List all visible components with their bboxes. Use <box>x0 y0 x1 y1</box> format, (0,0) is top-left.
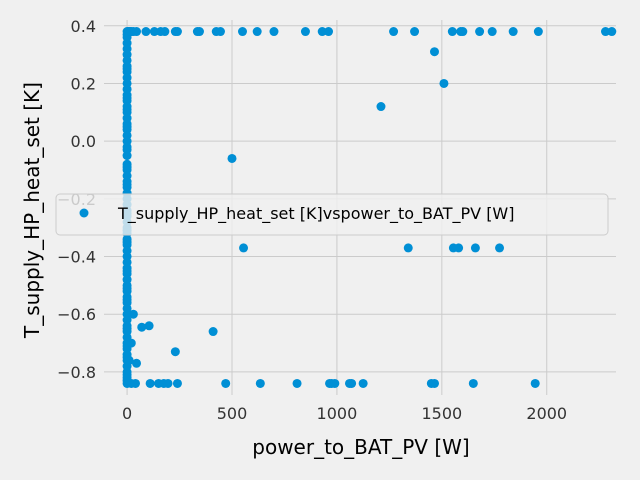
data-point <box>122 283 132 293</box>
data-point <box>447 27 457 37</box>
data-point <box>221 378 231 388</box>
data-point <box>269 27 279 37</box>
x-tick-label-2: 1000 <box>317 404 358 423</box>
data-point <box>347 378 357 388</box>
data-point <box>130 378 140 388</box>
data-point <box>144 321 154 331</box>
data-point <box>429 47 439 57</box>
data-point <box>124 355 134 365</box>
data-point <box>160 27 170 37</box>
data-point <box>607 27 617 37</box>
data-point <box>300 27 310 37</box>
data-point <box>132 27 142 37</box>
data-point <box>403 243 413 253</box>
data-point <box>475 27 485 37</box>
data-point <box>172 27 182 37</box>
data-point <box>122 370 132 380</box>
data-point <box>122 122 132 132</box>
data-point <box>255 378 265 388</box>
x-tick-label-4: 2000 <box>526 404 567 423</box>
data-point <box>358 378 368 388</box>
data-point <box>145 378 155 388</box>
data-point <box>458 27 468 37</box>
data-point <box>239 243 249 253</box>
data-point <box>132 358 142 368</box>
x-tick-label-1: 500 <box>217 404 248 423</box>
data-point <box>317 27 327 37</box>
data-point <box>237 27 247 37</box>
data-point <box>122 179 132 189</box>
legend-box <box>55 193 609 236</box>
scatter-points <box>122 27 617 388</box>
data-point <box>149 27 159 37</box>
data-point <box>376 102 386 112</box>
y-tick-label-6: 0.4 <box>71 17 96 36</box>
data-point <box>122 237 132 247</box>
data-point <box>601 27 611 37</box>
data-point <box>122 295 132 305</box>
data-point <box>122 162 132 172</box>
data-point <box>172 378 182 388</box>
data-point <box>163 378 173 388</box>
y-tick-label-1: −0.6 <box>57 305 96 324</box>
data-point <box>292 378 302 388</box>
data-point <box>122 38 132 48</box>
data-point <box>468 378 478 388</box>
data-point <box>194 27 204 37</box>
y-tick-label-4: 0.0 <box>71 132 96 151</box>
x-tick-label-0: 0 <box>122 404 132 423</box>
data-point <box>389 27 399 37</box>
x-tick-label-3: 1500 <box>421 404 462 423</box>
data-point <box>495 243 505 253</box>
data-point <box>439 78 449 88</box>
data-point <box>122 266 132 276</box>
data-point <box>170 347 180 357</box>
data-point <box>330 378 340 388</box>
data-point <box>227 153 237 163</box>
data-point <box>487 27 497 37</box>
data-point <box>530 378 540 388</box>
data-point <box>126 338 136 348</box>
data-point <box>215 27 225 37</box>
data-point <box>137 322 147 332</box>
data-point <box>324 27 334 37</box>
y-tick-label-2: −0.4 <box>57 248 96 267</box>
data-point <box>128 309 138 319</box>
y-tick-label-5: 0.2 <box>71 74 96 93</box>
legend: T_supply_HP_heat_set [K]vspower_to_BAT_P… <box>55 193 609 236</box>
data-point <box>429 378 439 388</box>
data-point <box>122 93 132 103</box>
data-point <box>122 145 132 155</box>
y-tick-label-0: −0.8 <box>57 363 96 382</box>
legend-entry-label: T_supply_HP_heat_set [K]vspower_to_BAT_P… <box>117 204 515 224</box>
data-point <box>208 327 218 337</box>
data-point <box>122 104 132 114</box>
tick-labels: 0500100015002000−0.8−0.6−0.4−0.20.00.20.… <box>57 17 567 423</box>
data-point <box>252 27 262 37</box>
y-axis-label: T_supply_HP_heat_set [K] <box>20 82 44 339</box>
data-point <box>533 27 543 37</box>
data-point <box>508 27 518 37</box>
data-point <box>454 243 464 253</box>
x-axis-label: power_to_BAT_PV [W] <box>252 435 469 459</box>
legend-marker <box>79 208 89 218</box>
data-point <box>122 324 132 334</box>
data-point <box>122 64 132 74</box>
data-point <box>141 27 151 37</box>
data-point <box>410 27 420 37</box>
data-point <box>470 243 480 253</box>
